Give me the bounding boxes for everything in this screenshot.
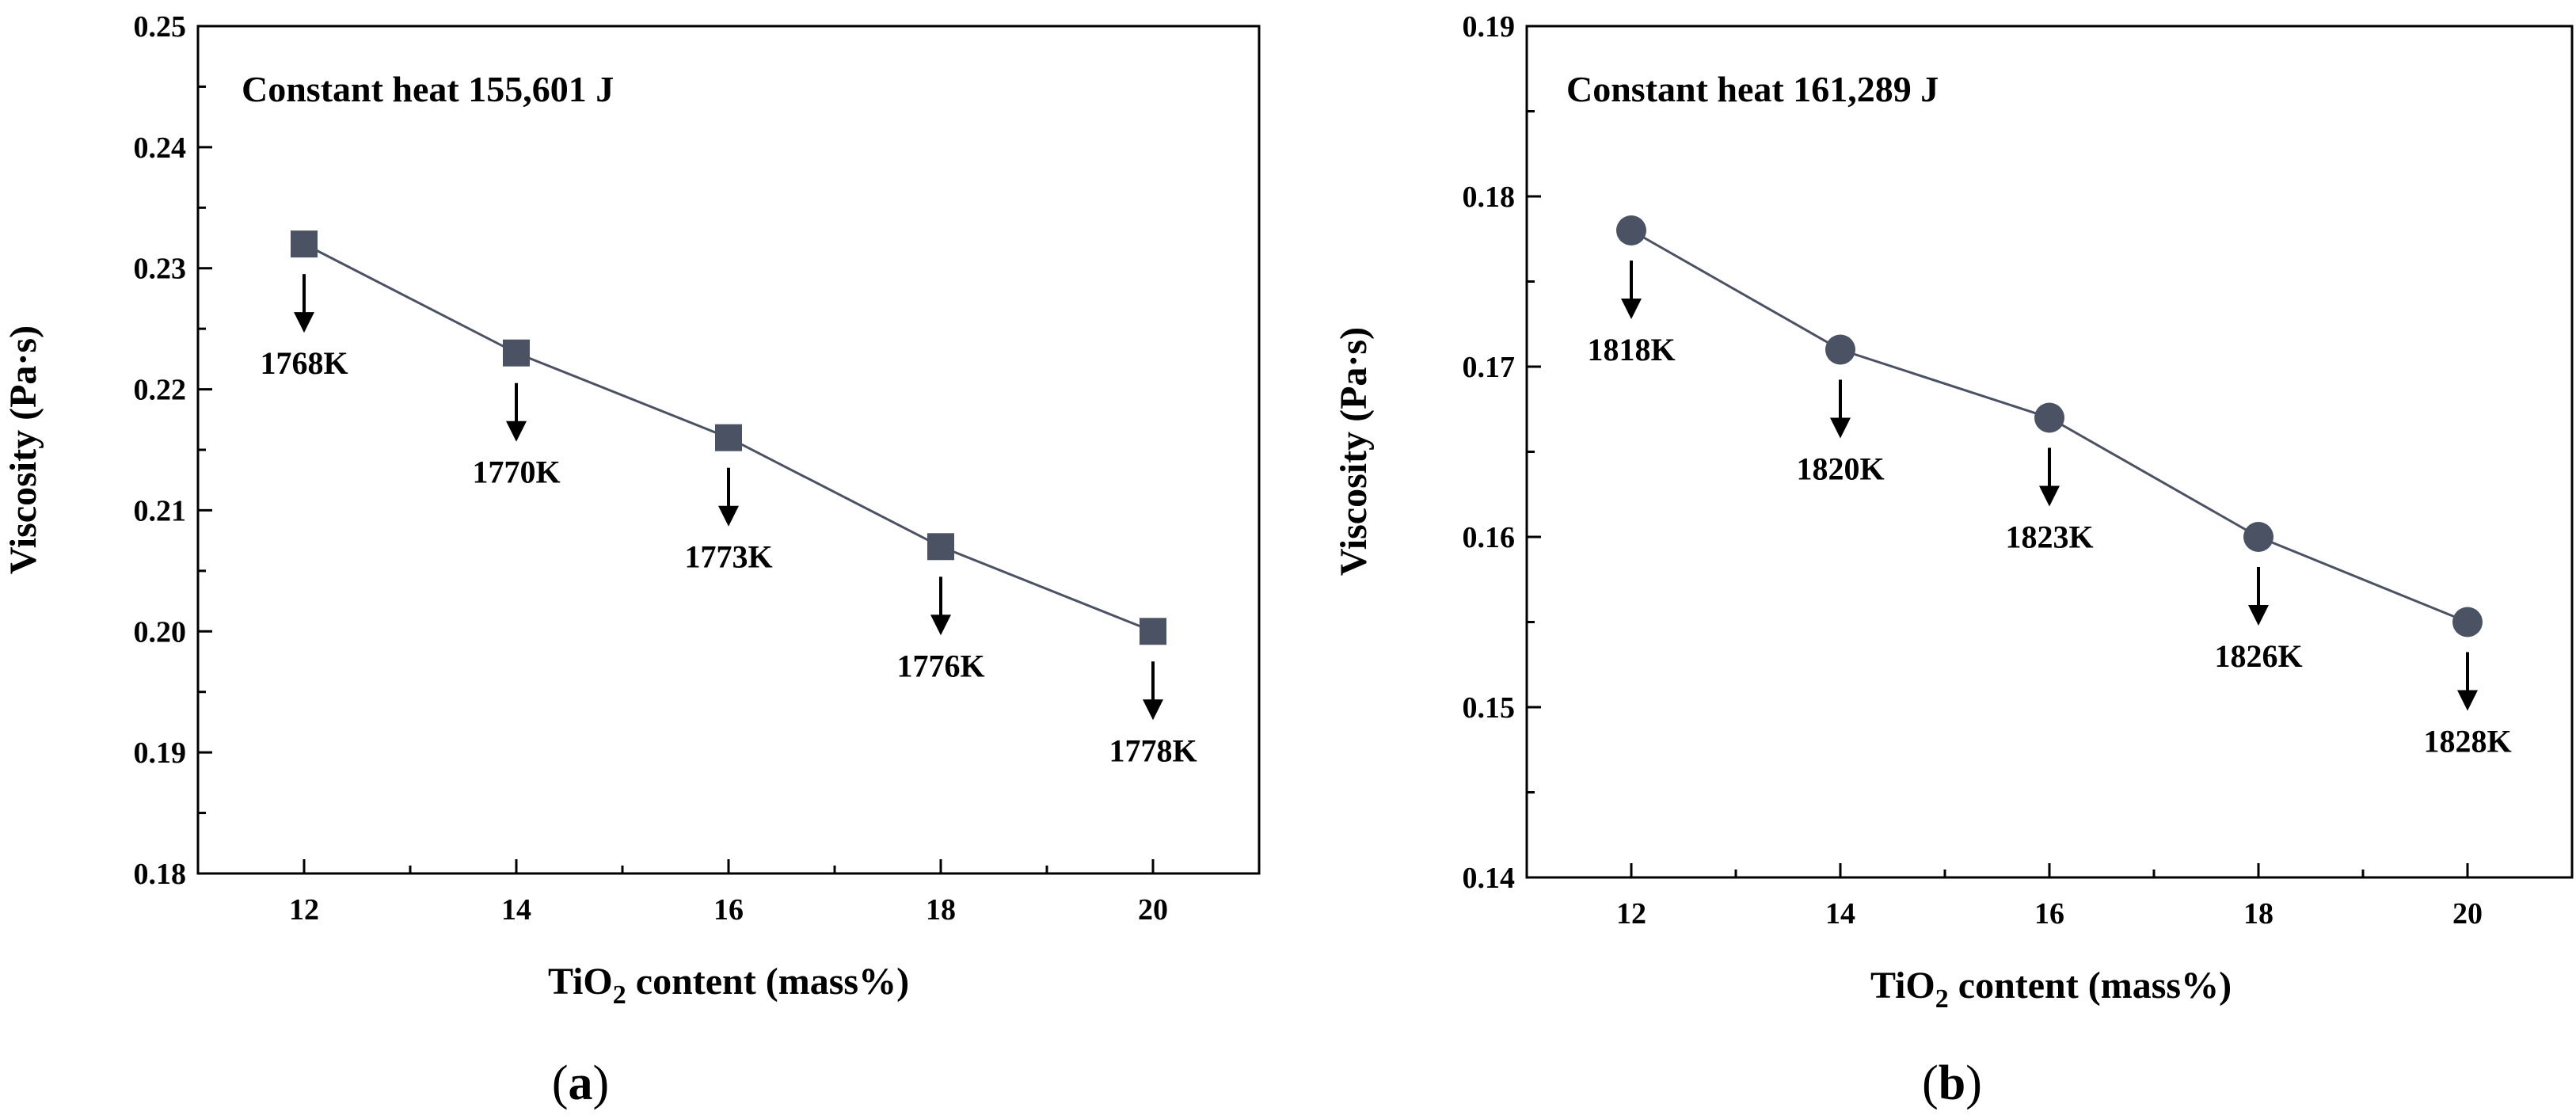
annotation-label: 1818K — [1587, 332, 1675, 367]
y-tick-label: 0.20 — [134, 615, 187, 649]
series-markers — [1616, 215, 2483, 637]
x-tick-label: 18 — [2243, 897, 2274, 930]
annotation-arrowhead — [294, 312, 314, 333]
annotation-arrowhead — [2248, 605, 2269, 626]
y-tick-label: 0.23 — [134, 253, 187, 286]
data-point — [1825, 334, 1855, 365]
y-axis: 0.18 0.19 0.20 0.21 0.22 0.23 0.24 0.25 — [134, 10, 212, 891]
chart-title: Constant heat 155,601 J — [242, 69, 614, 109]
y-tick-label: 0.14 — [1463, 862, 1516, 895]
x-axis-label-rest: content (mass%) — [1949, 965, 2232, 1007]
annotation-arrowhead — [1621, 299, 1642, 319]
chart-title: Constant heat 161,289 J — [1566, 69, 1939, 109]
annotation-arrowhead — [718, 505, 739, 527]
x-axis-label-main: TiO — [548, 961, 613, 1003]
x-axis-label: TiO2 content (mass%) — [548, 961, 909, 1010]
data-point — [503, 339, 530, 367]
x-tick-label: 12 — [289, 893, 319, 927]
x-axis-label-main: TiO — [1870, 965, 1935, 1007]
annotation-label: 1820K — [1796, 451, 1884, 487]
annotation-arrowhead — [2039, 485, 2060, 507]
x-axis-label-subscript: 2 — [613, 980, 626, 1010]
x-tick-label: 20 — [1138, 893, 1168, 927]
x-tick-label: 14 — [501, 893, 531, 927]
annotation-arrowhead — [1143, 699, 1163, 721]
panel-caption: (a) — [552, 1056, 609, 1110]
x-tick-label: 16 — [2034, 897, 2064, 930]
y-tick-label: 0.24 — [134, 131, 187, 165]
annotation-arrowhead — [1830, 417, 1851, 439]
annotation-label: 1776K — [896, 648, 984, 683]
temperature-annotations: 1818K 1820K 1823K 1826K 1828K — [1587, 261, 2512, 759]
annotation-label: 1828K — [2423, 724, 2511, 759]
panel-caption: (b) — [1922, 1056, 1982, 1110]
y-tick-label: 0.21 — [134, 494, 187, 527]
annotation-label: 1778K — [1109, 733, 1197, 768]
x-tick-label: 12 — [1616, 897, 1646, 930]
y-tick-label: 0.18 — [134, 858, 187, 891]
y-tick-label: 0.17 — [1463, 351, 1516, 384]
annotation-label: 1823K — [2005, 519, 2093, 555]
y-axis: 0.14 0.15 0.16 0.17 0.18 0.19 — [1463, 10, 1541, 895]
panel-caption-letter: a — [569, 1056, 593, 1110]
data-point — [291, 230, 318, 258]
annotation-label: 1768K — [260, 345, 348, 381]
x-tick-label: 16 — [713, 893, 744, 927]
series-markers — [291, 230, 1166, 645]
y-axis-label: Viscosity (Pa·s) — [2, 325, 44, 574]
annotation-arrowhead — [2457, 690, 2478, 711]
y-tick-label: 0.15 — [1463, 691, 1516, 725]
panel-b-chart: 0.14 0.15 0.16 0.17 0.18 0.19 12 14 16 18 20 Cons… — [1333, 10, 2574, 1110]
y-tick-label: 0.19 — [134, 736, 187, 770]
y-tick-label: 0.18 — [1463, 181, 1516, 214]
data-point — [2243, 522, 2274, 552]
x-axis-label-rest: content (mass%) — [626, 961, 909, 1003]
data-point — [715, 424, 742, 451]
panel-caption-letter: b — [1939, 1056, 1965, 1110]
data-point — [1616, 215, 1646, 245]
annotation-label: 1770K — [472, 455, 560, 490]
annotation-arrowhead — [506, 421, 527, 442]
x-axis-label-subscript: 2 — [1935, 984, 1949, 1014]
x-tick-label: 20 — [2452, 897, 2483, 930]
data-point — [1140, 618, 1166, 645]
annotation-label: 1826K — [2214, 638, 2302, 674]
x-axis: 12 14 16 18 20 — [196, 859, 1261, 927]
y-axis-label: Viscosity (Pa·s) — [1333, 327, 1375, 576]
annotation-label: 1773K — [684, 539, 772, 575]
annotation-arrowhead — [930, 615, 951, 636]
data-point — [2452, 607, 2483, 637]
y-tick-label: 0.19 — [1463, 10, 1516, 44]
x-axis-label: TiO2 content (mass%) — [1870, 965, 2232, 1014]
x-tick-label: 14 — [1825, 897, 1855, 930]
data-point — [2034, 402, 2064, 433]
y-tick-label: 0.25 — [134, 10, 187, 44]
y-tick-label: 0.22 — [134, 374, 187, 407]
data-point — [927, 533, 954, 561]
x-tick-label: 18 — [926, 893, 956, 927]
x-axis: 12 14 16 18 20 — [1525, 863, 2574, 930]
y-tick-label: 0.16 — [1463, 521, 1516, 554]
temperature-annotations: 1768K 1770K 1773K 1776K 1778K — [260, 274, 1197, 768]
panel-a-chart: 0.180.190.200.210.220.230.240.25 12 14 16 1… — [2, 10, 1261, 1110]
